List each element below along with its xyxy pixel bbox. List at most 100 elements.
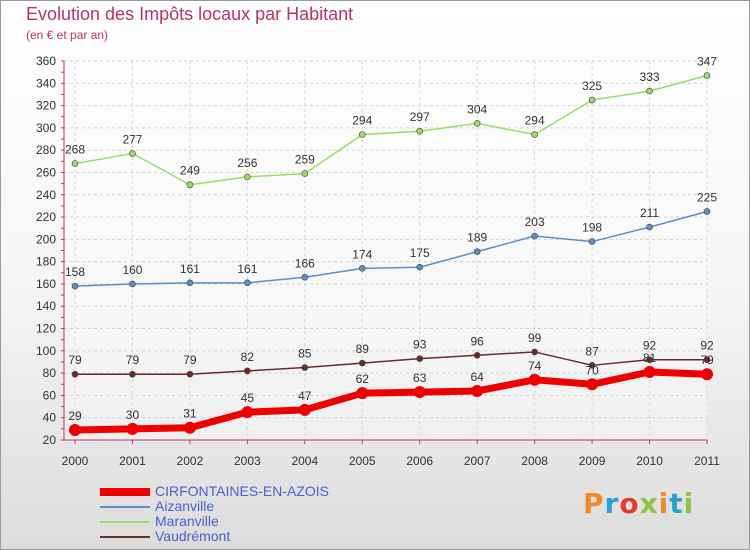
data-label: 174 <box>352 247 372 261</box>
data-point <box>358 359 366 367</box>
data-label: 92 <box>643 339 657 353</box>
y-tick-label: 40 <box>43 411 57 425</box>
logo-letter: r <box>604 487 620 520</box>
data-label: 96 <box>471 334 485 348</box>
y-tick-label: 300 <box>36 121 56 135</box>
data-point <box>586 378 599 391</box>
data-point <box>244 173 251 181</box>
data-point <box>473 248 481 255</box>
logo-letter: x <box>639 487 659 520</box>
x-tick-label: 2011 <box>694 454 720 468</box>
data-label: 203 <box>525 215 545 229</box>
data-point <box>588 362 596 369</box>
x-tick-label: 2001 <box>119 454 146 468</box>
data-label: 225 <box>697 190 717 204</box>
data-point <box>531 131 538 138</box>
data-label: 161 <box>180 262 200 276</box>
data-label: 211 <box>640 206 659 220</box>
legend-swatch <box>100 506 150 508</box>
y-tick-label: 120 <box>36 322 56 336</box>
x-tick-label: 2008 <box>521 454 548 468</box>
x-tick-label: 2004 <box>291 454 318 468</box>
data-point <box>183 421 196 434</box>
data-point <box>244 367 251 375</box>
data-label: 81 <box>643 351 657 365</box>
data-point <box>473 120 481 127</box>
data-point <box>244 279 251 287</box>
y-tick-label: 80 <box>43 366 57 380</box>
data-label: 166 <box>295 256 315 270</box>
data-label: 268 <box>65 143 85 157</box>
y-tick-label: 60 <box>43 388 57 402</box>
data-label: 249 <box>180 164 200 178</box>
legend-swatch <box>100 488 150 496</box>
data-label: 74 <box>528 359 542 373</box>
data-label: 189 <box>467 231 487 245</box>
data-label: 79 <box>126 353 140 367</box>
data-point <box>301 170 309 177</box>
y-tick-label: 280 <box>36 143 56 157</box>
data-point <box>129 150 136 157</box>
y-tick-label: 360 <box>36 54 56 68</box>
y-tick-label: 220 <box>36 210 56 224</box>
data-point <box>186 370 194 378</box>
data-label: 79 <box>700 353 714 367</box>
legend-swatch <box>100 536 150 538</box>
data-point <box>703 72 711 79</box>
data-point <box>588 96 596 104</box>
data-label: 158 <box>65 265 85 279</box>
y-tick-label: 340 <box>36 76 56 90</box>
y-tick-label: 180 <box>36 255 56 269</box>
data-point <box>531 348 538 356</box>
data-point <box>301 364 309 371</box>
data-label: 79 <box>183 353 197 367</box>
data-point <box>129 370 136 378</box>
legend-item: Vaudrémont <box>100 528 400 545</box>
data-label: 89 <box>356 342 370 356</box>
legend-item: Maranville <box>100 513 400 530</box>
data-label: 297 <box>410 110 430 124</box>
data-point <box>241 406 254 419</box>
data-label: 99 <box>528 331 542 345</box>
data-point <box>358 131 366 138</box>
y-tick-label: 100 <box>36 344 56 358</box>
data-label: 47 <box>298 389 312 403</box>
data-label: 63 <box>413 371 427 385</box>
data-label: 87 <box>585 344 599 358</box>
legend-label: Maranville <box>155 513 219 529</box>
x-tick-label: 2002 <box>177 454 204 468</box>
data-label: 29 <box>68 409 82 423</box>
data-point <box>126 422 139 435</box>
data-point <box>301 273 309 281</box>
series-line-4 <box>75 351 707 375</box>
legend-item: Aizanville <box>100 498 400 515</box>
data-label: 70 <box>585 363 599 377</box>
data-point <box>588 238 596 245</box>
data-label: 31 <box>183 407 197 421</box>
data-point <box>473 351 481 359</box>
data-point <box>416 263 424 271</box>
data-point <box>531 232 538 240</box>
data-label: 325 <box>582 79 602 93</box>
data-point <box>186 181 194 189</box>
y-tick-label: 160 <box>36 277 56 291</box>
data-point <box>643 366 656 379</box>
x-tick-label: 2003 <box>234 454 261 468</box>
data-label: 85 <box>298 347 312 361</box>
y-tick-label: 140 <box>36 299 56 313</box>
series-line-2 <box>74 210 708 287</box>
legend-swatch <box>100 521 150 523</box>
chart-subtitle: (en € et par an) <box>26 28 109 42</box>
data-label: 304 <box>467 102 487 116</box>
data-label: 277 <box>122 133 142 147</box>
data-label: 198 <box>582 221 602 235</box>
logo-letter: t <box>669 487 684 520</box>
y-tick-label: 200 <box>36 232 56 246</box>
data-label: 259 <box>295 153 315 167</box>
data-label: 64 <box>471 370 485 384</box>
series-line-1 <box>74 368 708 434</box>
series-line-3 <box>74 74 708 186</box>
data-label: 333 <box>640 70 660 84</box>
